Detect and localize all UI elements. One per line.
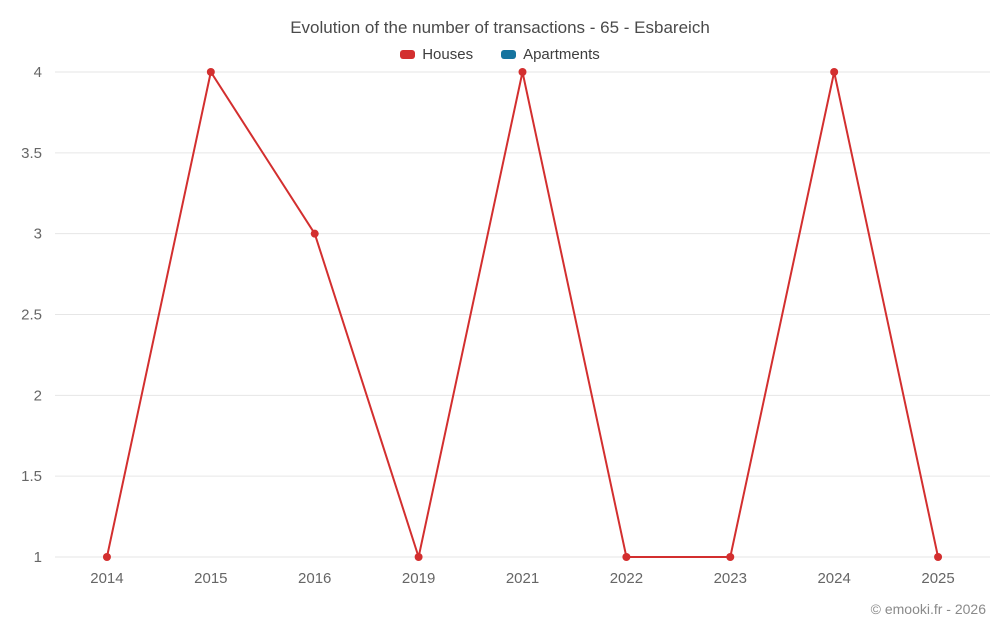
x-axis-tick-label: 2025 bbox=[921, 570, 954, 587]
legend-item-houses[interactable]: Houses bbox=[400, 46, 473, 63]
data-point-marker[interactable] bbox=[102, 553, 111, 561]
x-axis-tick-label: 2022 bbox=[610, 570, 643, 587]
y-axis-tick-label: 3 bbox=[34, 226, 42, 243]
data-point-marker[interactable] bbox=[310, 229, 319, 238]
x-axis-tick-label: 2015 bbox=[194, 570, 227, 587]
y-axis-tick-label: 2 bbox=[34, 387, 42, 404]
x-axis-tick-label: 2021 bbox=[506, 570, 539, 587]
apartments-series-swatch-icon bbox=[501, 50, 517, 59]
data-point-marker[interactable] bbox=[934, 553, 943, 561]
chart-legend: Houses Apartments bbox=[0, 46, 1000, 63]
legend-label-apartments: Apartments bbox=[523, 46, 600, 63]
x-axis-tick-label: 2016 bbox=[298, 570, 331, 587]
x-axis-tick-label: 2014 bbox=[90, 570, 123, 587]
x-axis-tick-label: 2024 bbox=[817, 570, 850, 587]
data-point-marker[interactable] bbox=[414, 553, 423, 561]
x-axis-tick-label: 2019 bbox=[402, 570, 435, 587]
data-point-marker[interactable] bbox=[206, 68, 215, 76]
copyright-credit: © emooki.fr - 2026 bbox=[870, 601, 986, 617]
chart-title: Evolution of the number of transactions … bbox=[290, 18, 710, 37]
data-point-marker[interactable] bbox=[726, 553, 735, 561]
y-axis-tick-label: 1.5 bbox=[21, 468, 42, 485]
y-axis-tick-label: 3.5 bbox=[21, 145, 42, 162]
legend-item-apartments[interactable]: Apartments bbox=[501, 46, 600, 63]
data-point-marker[interactable] bbox=[518, 68, 527, 76]
y-axis-tick-label: 4 bbox=[34, 64, 42, 81]
data-point-marker[interactable] bbox=[622, 553, 631, 561]
data-point-marker[interactable] bbox=[830, 68, 839, 76]
houses-series-swatch-icon bbox=[400, 50, 416, 59]
x-axis-tick-label: 2023 bbox=[714, 570, 747, 587]
y-axis-tick-label: 1 bbox=[34, 549, 42, 566]
legend-label-houses: Houses bbox=[422, 46, 474, 63]
y-axis-tick-label: 2.5 bbox=[21, 307, 42, 324]
